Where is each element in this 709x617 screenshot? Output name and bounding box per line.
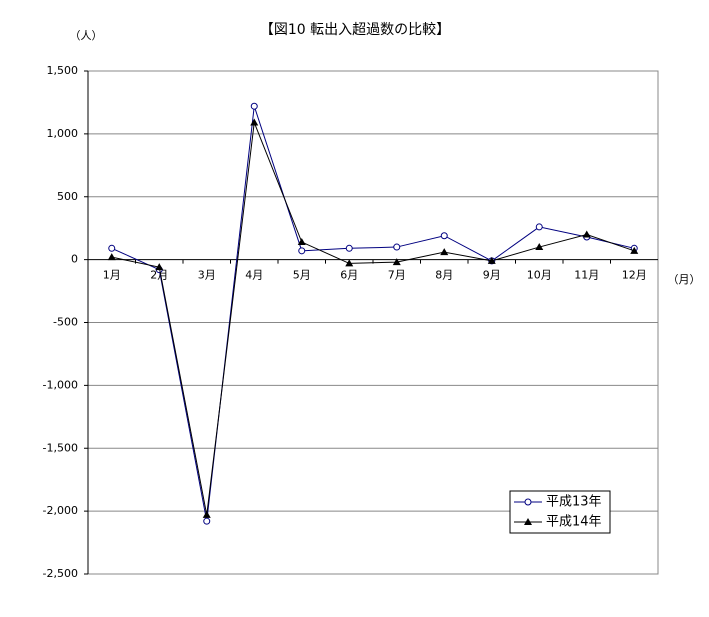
y-tick-label: 1,000 (47, 127, 79, 140)
x-tick-label: 10月 (527, 269, 552, 282)
point (250, 118, 259, 126)
point (250, 102, 258, 110)
x-tick-label: 9月 (483, 269, 501, 282)
point (392, 258, 401, 266)
point (345, 259, 354, 267)
x-tick-label: 4月 (245, 269, 263, 282)
point (535, 243, 544, 251)
point (155, 263, 164, 271)
point (202, 510, 211, 518)
y-tick-label: 0 (71, 253, 78, 266)
point (630, 246, 639, 254)
point (345, 244, 353, 252)
point (440, 232, 448, 240)
y-axis-label: （人） (70, 29, 103, 42)
y-tick-label: -1,000 (43, 378, 78, 391)
point (440, 248, 449, 256)
legend-label: 平成14年 (546, 515, 602, 530)
x-tick-label: 7月 (388, 269, 406, 282)
point (582, 230, 591, 238)
x-tick-label: 1月 (103, 269, 121, 282)
point (535, 223, 543, 231)
y-tick-label: -500 (53, 316, 78, 329)
x-axis-label: （月） (668, 273, 701, 286)
point (298, 247, 306, 255)
x-tick-label: 8月 (435, 269, 453, 282)
point (393, 243, 401, 251)
y-tick-label: 1,500 (47, 64, 79, 77)
point (107, 253, 116, 261)
y-tick-label: -1,500 (43, 441, 78, 454)
y-tick-label: 500 (57, 190, 78, 203)
point (297, 238, 306, 246)
x-tick-label: 5月 (293, 269, 311, 282)
legend-box (509, 490, 611, 534)
point (203, 517, 211, 525)
point (108, 244, 116, 252)
legend-label: 平成13年 (546, 495, 602, 510)
series-line (111, 122, 635, 515)
chart-title: 【図10 転出入超過数の比較】 (260, 22, 450, 38)
point (524, 518, 532, 525)
x-tick-label: 6月 (340, 269, 358, 282)
point (487, 256, 496, 264)
series-line (111, 106, 635, 522)
x-tick-label: 3月 (198, 269, 216, 282)
point (524, 498, 532, 506)
y-tick-label: -2,500 (43, 567, 78, 580)
y-tick-label: -2,000 (43, 504, 78, 517)
x-tick-label: 12月 (622, 269, 647, 282)
x-tick-label: 2月 (150, 269, 168, 282)
x-tick-label: 11月 (574, 269, 599, 282)
